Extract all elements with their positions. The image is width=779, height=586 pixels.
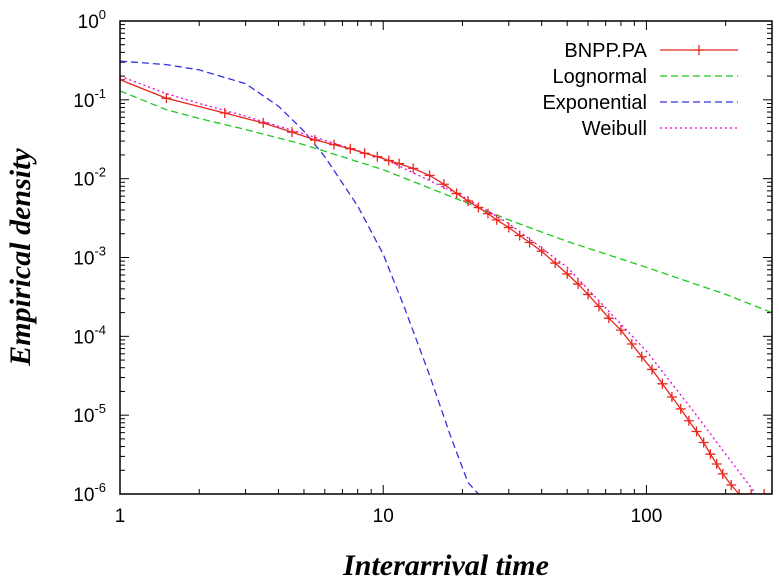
data-point (698, 437, 709, 448)
series-lognormal (120, 90, 772, 314)
series-line (120, 79, 772, 494)
data-point (583, 289, 594, 300)
data-point (657, 378, 668, 389)
y-tick-exponent: -6 (94, 480, 106, 495)
y-tick-exponent: -2 (94, 165, 106, 180)
data-point (359, 148, 370, 159)
y-tick-label: 10-2 (73, 165, 106, 191)
series-line (120, 75, 757, 494)
data-point (717, 468, 728, 479)
data-point (675, 403, 686, 414)
data-point (536, 246, 547, 257)
data-point (646, 364, 657, 375)
data-point (219, 108, 230, 119)
legend-label: Exponential (542, 92, 647, 114)
data-point (726, 480, 737, 491)
y-tick-label: 10-5 (73, 401, 106, 427)
y-tick-base: 10 (73, 91, 94, 112)
data-point (691, 426, 702, 437)
data-point (328, 139, 339, 150)
data-point (345, 143, 356, 154)
y-tick-base: 10 (73, 406, 94, 427)
y-tick-exponent: -1 (94, 86, 106, 101)
y-tick-base: 10 (73, 327, 94, 348)
legend-label: Weibull (582, 118, 647, 140)
data-point (258, 117, 269, 128)
x-tick-label: 10 (373, 506, 394, 527)
data-point (683, 415, 694, 426)
data-point (383, 155, 394, 166)
data-point (451, 188, 462, 199)
legend: BNPP.PA Lognormal Exponential Weibull (542, 40, 738, 140)
legend-marker (694, 45, 704, 55)
data-point (473, 202, 484, 213)
data-point (711, 459, 722, 470)
data-point (463, 196, 474, 207)
data-point (161, 93, 172, 104)
data-point (491, 214, 502, 225)
y-tick-exponent: -3 (94, 244, 106, 259)
x-tick-label: 1 (115, 506, 126, 527)
data-point (424, 170, 435, 181)
data-point (482, 208, 493, 219)
series-line (120, 60, 479, 494)
y-axis-title: Empirical density (4, 148, 37, 367)
legend-label: BNPP.PA (564, 40, 647, 62)
y-tick-label: 10-3 (73, 244, 106, 270)
y-tick-label: 10-4 (73, 322, 106, 348)
plot-series (120, 60, 772, 494)
series-exponential (120, 60, 479, 494)
data-point (286, 127, 297, 138)
data-point (562, 268, 573, 279)
y-tick-base: 10 (73, 485, 94, 506)
y-tick-base: 10 (73, 249, 94, 270)
y-tick-base: 10 (78, 12, 99, 33)
y-tick-exponent: -5 (94, 401, 106, 416)
data-point (666, 392, 677, 402)
series-weibull (120, 75, 757, 494)
data-point (759, 489, 770, 494)
series-line (120, 90, 772, 314)
x-tick-label: 100 (631, 506, 663, 527)
data-point (573, 279, 584, 290)
data-point (503, 222, 514, 233)
series-bnpp-pa (120, 74, 772, 494)
data-point (524, 237, 535, 248)
data-point (394, 158, 405, 169)
data-point (593, 301, 604, 312)
x-axis-title: Interarrival time (342, 549, 549, 582)
y-tick-base: 10 (73, 170, 94, 191)
y-tick-exponent: -4 (94, 322, 106, 337)
data-point (603, 313, 614, 324)
data-point (626, 338, 637, 349)
data-point (550, 258, 561, 269)
data-point (438, 179, 449, 190)
data-point (372, 151, 383, 162)
data-point (734, 489, 745, 494)
data-point (746, 489, 757, 494)
data-point (309, 134, 320, 145)
y-tick-label: 10-1 (73, 86, 106, 112)
plot-frame (119, 20, 773, 495)
data-point (120, 74, 125, 85)
legend-label: Lognormal (552, 66, 647, 88)
y-tick-exponent: 0 (99, 7, 106, 22)
data-point (705, 449, 716, 460)
data-point (408, 163, 419, 174)
data-point (615, 325, 626, 336)
y-tick-label: 10-6 (73, 480, 106, 506)
y-tick-label: 100 (78, 7, 106, 33)
data-point (514, 230, 525, 241)
data-point (636, 351, 647, 362)
